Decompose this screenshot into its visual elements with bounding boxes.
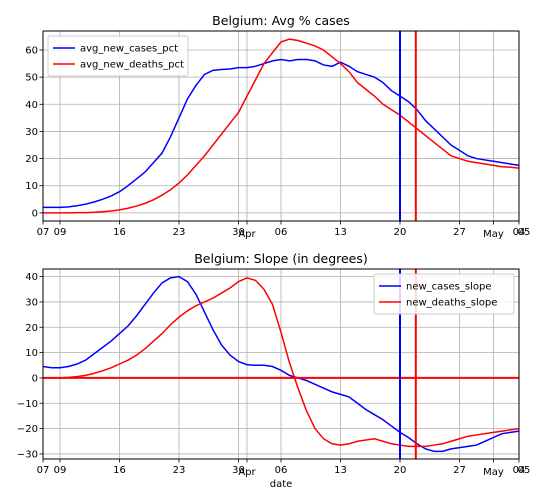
x-tick-label: 04 — [513, 465, 526, 476]
y-tick-label: 60 — [25, 46, 38, 57]
legend: new_cases_slope new_deaths_slope — [373, 273, 515, 315]
y-tick-label: 30 — [25, 127, 38, 138]
x-tick-label: 05 — [518, 465, 531, 476]
x-tick-label: 27 — [453, 227, 466, 238]
x-tick-label: Apr — [238, 467, 256, 478]
plot-area — [43, 31, 519, 221]
x-tick-label: 13 — [334, 227, 347, 238]
x-tick-label: Apr — [238, 229, 256, 240]
y-tick-labels: 0 10 20 30 40 50 60 — [25, 46, 43, 219]
x-tick-label: 20 — [394, 227, 407, 238]
legend-label-avg-new-deaths-pct: avg_new_deaths_pct — [80, 60, 184, 71]
chart-slope-degrees: Belgium: Slope (in degrees) −30 −20 −10 0 10… — [17, 251, 530, 490]
x-tick-label: May — [483, 467, 504, 478]
y-tick-label: 40 — [25, 272, 38, 283]
x-tick-label: 09 — [54, 465, 67, 476]
x-tick-label: 16 — [113, 227, 126, 238]
chart-avg-pct-cases: Belgium: Avg % cases 0 10 20 30 40 50 60 07 09 1… — [25, 13, 530, 240]
chart-title: Belgium: Slope (in degrees) — [194, 251, 368, 266]
x-tick-label: 23 — [173, 465, 186, 476]
chart-title: Belgium: Avg % cases — [212, 13, 350, 28]
x-tick-label: 30 — [232, 227, 245, 238]
y-tick-label: −10 — [17, 399, 38, 410]
y-tick-label: 10 — [25, 348, 38, 359]
legend-label-new-deaths-slope: new_deaths_slope — [406, 298, 497, 309]
series-line-new-deaths-slope — [43, 277, 519, 448]
legend: avg_new_cases_pct avg_new_deaths_pct — [47, 35, 189, 77]
x-tick-label: May — [483, 229, 504, 240]
x-tick-label: 27 — [453, 465, 466, 476]
y-tick-label: 30 — [25, 297, 38, 308]
legend-frame — [373, 273, 515, 315]
x-tick-label: 07 — [37, 227, 50, 238]
x-tick-label: 04 — [513, 227, 526, 238]
x-tick-label: 13 — [334, 465, 347, 476]
y-tick-label: 10 — [25, 181, 38, 192]
x-tick-label: 09 — [54, 227, 67, 238]
y-tick-label: 50 — [25, 73, 38, 84]
y-tick-label: 0 — [32, 208, 38, 219]
legend-frame — [47, 35, 189, 77]
series-line-avg-new-cases-pct — [43, 58, 519, 209]
x-tick-label: 07 — [37, 465, 50, 476]
series-line-avg-new-deaths-pct — [43, 38, 519, 214]
x-tick-label: 23 — [173, 227, 186, 238]
x-tick-label: 06 — [275, 227, 288, 238]
x-tick-label: 30 — [232, 465, 245, 476]
legend-label-new-cases-slope: new_cases_slope — [406, 282, 491, 293]
x-axis-label: date — [270, 479, 293, 490]
y-tick-label: 20 — [25, 154, 38, 165]
series-line-new-cases-slope — [43, 275, 519, 453]
y-tick-label: 40 — [25, 100, 38, 111]
y-tick-label: −30 — [17, 449, 38, 460]
y-tick-label: 20 — [25, 323, 38, 334]
x-tick-label: 16 — [113, 465, 126, 476]
x-tick-label: 05 — [518, 227, 531, 238]
x-tick-label: 06 — [275, 465, 288, 476]
x-tick-label: 20 — [394, 465, 407, 476]
legend-label-avg-new-cases-pct: avg_new_cases_pct — [80, 44, 178, 55]
y-tick-label: 0 — [32, 373, 38, 384]
y-tick-labels: −30 −20 −10 0 10 20 30 40 — [17, 272, 43, 460]
y-tick-label: −20 — [17, 424, 38, 435]
